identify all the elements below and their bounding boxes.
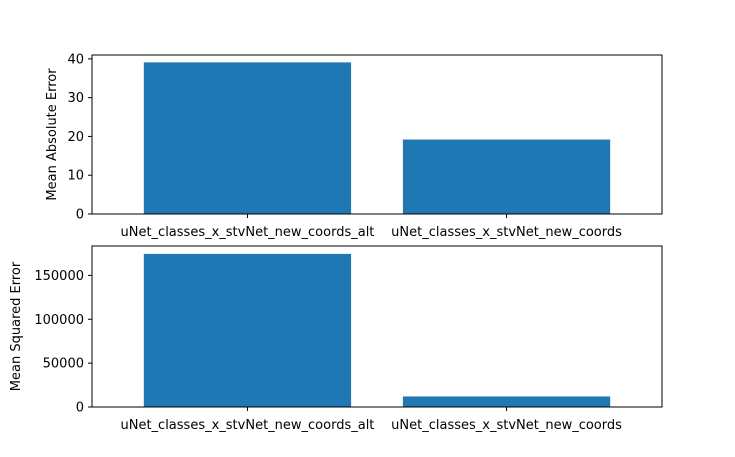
- mse-ylabel: Mean Squared Error: [9, 261, 24, 391]
- mse-xtick-label-0: uNet_classes_x_stvNet_new_coords_alt: [120, 418, 374, 433]
- mae-bar-0: [143, 62, 352, 215]
- mse-ytick-label-1: 50000: [43, 357, 84, 372]
- mse-axes-frame: [91, 245, 663, 408]
- mae-bar-1: [402, 139, 611, 214]
- mae-ytick-label-2: 20: [67, 130, 84, 145]
- mae-chart: uNet_classes_x_stvNet_new_coords_alt uNet…: [45, 52, 663, 240]
- mae-ytick-label-0: 0: [76, 208, 84, 223]
- mse-ytick-label-3: 150000: [34, 269, 84, 284]
- mae-ytick-label-3: 30: [67, 91, 84, 106]
- mae-ytick-label-4: 40: [67, 52, 84, 67]
- mse-xtick-label-1: uNet_classes_x_stvNet_new_coords: [391, 418, 622, 433]
- mae-ytick-label-1: 10: [67, 169, 84, 184]
- mse-ytick-label-2: 100000: [34, 313, 84, 328]
- mse-ytick-label-0: 0: [76, 401, 84, 416]
- mse-chart: uNet_classes_x_stvNet_new_coords_alt uNet…: [9, 245, 663, 433]
- mae-ylabel: Mean Absolute Error: [45, 68, 60, 201]
- mse-bar-0: [143, 253, 352, 407]
- mae-xtick-label-0: uNet_classes_x_stvNet_new_coords_alt: [120, 225, 374, 240]
- mae-xtick-label-1: uNet_classes_x_stvNet_new_coords: [391, 225, 622, 240]
- mae-axes-frame: [91, 54, 663, 215]
- mse-bar-1: [402, 396, 611, 407]
